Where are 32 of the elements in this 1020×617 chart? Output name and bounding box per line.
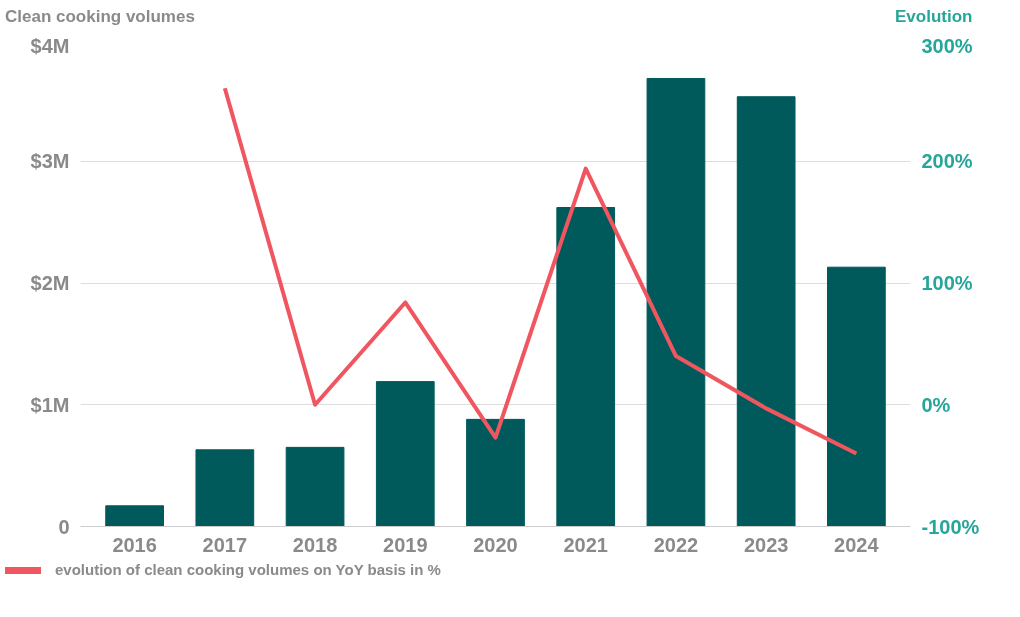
y2-axis-title: Evolution: [895, 7, 973, 26]
bar: [105, 505, 164, 527]
y-tick-label: $2M: [30, 272, 70, 295]
legend-label: evolution of clean cooking volumes on YoY basis in %: [55, 561, 441, 579]
bar: [556, 207, 616, 527]
y-tick-label: $3M: [30, 150, 70, 173]
x-tick-label: 2022: [653, 533, 699, 556]
bar: [375, 381, 435, 527]
x-tick-label: 2016: [112, 533, 157, 556]
bar: [646, 78, 706, 527]
y-tick-label: $1M: [30, 394, 70, 417]
line-series: [222, 86, 859, 456]
bar: [285, 447, 345, 527]
x-tick-label: 2019: [383, 533, 428, 556]
bar: [466, 419, 525, 527]
bar: [195, 449, 255, 527]
y-axis-title: Clean cooking volumes: [5, 7, 195, 26]
x-tick-label: 2023: [743, 533, 789, 556]
bar: [736, 96, 796, 527]
x-tick-label: 2021: [563, 533, 608, 556]
y2-tick-label: 0%: [921, 394, 951, 417]
x-tick-label: 2020: [473, 533, 518, 556]
y2-tick-label: 200%: [921, 150, 973, 173]
bar: [827, 266, 886, 527]
y2-tick-label: 300%: [921, 34, 973, 57]
x-tick-label: 2024: [834, 533, 880, 556]
x-tick-label: 2018: [292, 533, 338, 556]
y-tick-label: 0: [58, 515, 70, 538]
x-tick-label: 2017: [202, 533, 248, 556]
y-tick-label: $4M: [30, 34, 70, 57]
y2-tick-label: -100%: [921, 515, 980, 538]
y2-tick-label: 100%: [921, 272, 973, 295]
